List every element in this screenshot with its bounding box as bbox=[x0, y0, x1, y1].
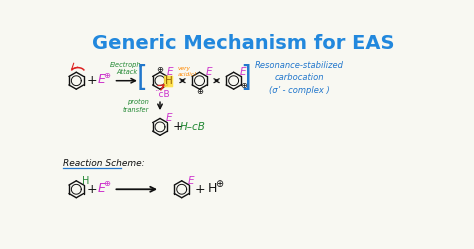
Text: ⊕: ⊕ bbox=[196, 87, 203, 96]
Text: E: E bbox=[240, 67, 246, 77]
Text: E: E bbox=[167, 67, 173, 77]
Text: E: E bbox=[188, 176, 194, 186]
Text: H: H bbox=[82, 176, 89, 186]
Text: ]: ] bbox=[240, 64, 251, 92]
Text: +: + bbox=[195, 183, 206, 196]
Text: +: + bbox=[86, 183, 97, 196]
Text: E: E bbox=[206, 67, 212, 77]
Text: ⊕: ⊕ bbox=[156, 65, 164, 74]
Text: ⊕: ⊕ bbox=[240, 81, 247, 90]
Text: Generic Mechanism for EAS: Generic Mechanism for EAS bbox=[91, 34, 394, 53]
Text: ⊕: ⊕ bbox=[216, 179, 224, 189]
Text: H: H bbox=[208, 182, 218, 195]
Text: E: E bbox=[97, 182, 105, 195]
Text: ⊕: ⊕ bbox=[103, 179, 110, 188]
Text: E: E bbox=[166, 114, 173, 124]
Text: Electroph.
Attack: Electroph. Attack bbox=[110, 62, 144, 75]
Text: [: [ bbox=[137, 64, 147, 92]
Text: H: H bbox=[164, 76, 173, 86]
Text: +: + bbox=[86, 74, 97, 87]
Text: ¨cB: ¨cB bbox=[154, 90, 169, 99]
Text: very
acidic!: very acidic! bbox=[178, 66, 197, 77]
Text: +: + bbox=[173, 121, 183, 133]
Text: H–cB: H–cB bbox=[180, 122, 206, 132]
Text: Resonance-stabilized
carbocation
(σʹ - complex ): Resonance-stabilized carbocation (σʹ - c… bbox=[255, 61, 344, 95]
Text: Reaction Scheme:: Reaction Scheme: bbox=[63, 159, 145, 168]
Text: ⊕: ⊕ bbox=[103, 71, 110, 80]
Text: proton
transfer: proton transfer bbox=[123, 99, 149, 113]
Text: E: E bbox=[97, 73, 105, 86]
